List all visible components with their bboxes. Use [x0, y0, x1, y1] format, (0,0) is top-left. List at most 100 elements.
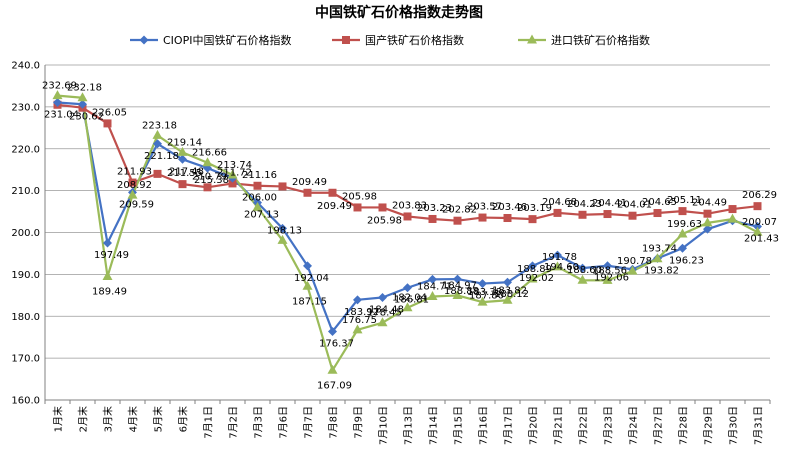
diamond-marker [278, 223, 287, 233]
triangle-marker [302, 280, 313, 290]
data-label: 184.48 [369, 304, 404, 315]
y-tick-label: 240.0 [11, 61, 40, 72]
data-label: 201.43 [744, 234, 779, 245]
diamond-marker [103, 238, 112, 248]
data-label: 200.07 [742, 217, 777, 228]
data-label: 192.02 [519, 273, 554, 284]
square-marker [553, 208, 562, 217]
triangle-marker [277, 234, 288, 244]
data-label: 209.49 [317, 201, 352, 212]
square-marker [128, 178, 137, 187]
data-label: 187.80 [469, 291, 504, 302]
x-tick-label: 7月1日 [203, 406, 215, 439]
data-label: 205.98 [342, 191, 377, 202]
data-label: 188.12 [494, 289, 529, 300]
data-label: 192.06 [594, 273, 629, 284]
data-label: 183.92 [344, 307, 379, 318]
chart-title: 中国铁矿石价格指数走势图 [315, 4, 483, 21]
data-label: 204.41 [592, 198, 627, 209]
x-tick-label: 5月末 [152, 406, 165, 432]
square-marker [203, 183, 212, 192]
diamond-marker [303, 261, 312, 271]
gridlines [45, 64, 770, 401]
data-label: 209.49 [292, 177, 327, 188]
data-label: 217.48 [169, 166, 204, 177]
data-label: 231.04 [44, 110, 79, 121]
x-tick-label: 7月27日 [653, 406, 665, 445]
data-label: 207.13 [244, 210, 279, 221]
y-tick-label: 210.0 [11, 186, 40, 197]
diamond-marker [378, 292, 387, 302]
diamond-marker [578, 263, 587, 273]
y-tick-label: 180.0 [11, 312, 40, 323]
diamond-marker [53, 98, 62, 108]
square-marker [753, 202, 762, 211]
diamond-marker [753, 222, 762, 232]
square-marker [678, 207, 687, 216]
x-tick-label: 7月13日 [403, 406, 415, 445]
legend-item: 国产铁矿石价格指数 [332, 33, 464, 47]
data-label: 188.89 [517, 264, 552, 275]
series-line-2 [57, 94, 759, 372]
x-tick-label: 7月3日 [253, 406, 265, 439]
data-label: 204.23 [567, 199, 602, 210]
series-lines [57, 94, 759, 372]
y-tick-label: 200.0 [11, 228, 40, 239]
square-marker [628, 211, 637, 220]
data-label: 211.16 [242, 170, 277, 181]
triangle-marker [227, 169, 238, 179]
x-tick-label: 7月21日 [553, 406, 565, 445]
triangle-marker [177, 146, 188, 156]
data-label: 230.62 [69, 111, 104, 122]
square-marker [342, 36, 350, 44]
data-label: 191.78 [542, 252, 577, 263]
triangle-marker [527, 273, 538, 283]
x-axis: 1月末 2月末 3月末 4月末 5月末 6月末 7月1日 7月2日 7月3日 7月6日 7月7日 7月… [44, 399, 771, 445]
x-tick-label: 7月16日 [478, 406, 490, 445]
square-marker [453, 216, 462, 225]
y-tick-label: 160.0 [11, 396, 40, 407]
legend-label: CIOPI中国铁矿石价格指数 [163, 33, 291, 47]
data-label: 203.57 [467, 202, 502, 213]
diamond-marker [153, 139, 162, 149]
square-marker [503, 214, 512, 223]
data-label: 211.93 [117, 167, 152, 178]
diamond-marker [178, 154, 187, 164]
triangle-marker [202, 157, 213, 167]
x-tick-label: 2月末 [77, 406, 90, 432]
diamond-marker [403, 283, 412, 293]
data-label: 190.78 [617, 256, 652, 267]
data-label: 193.82 [644, 265, 679, 276]
data-label: 197.49 [94, 250, 129, 261]
square-marker [728, 205, 737, 214]
data-label: 232.69 [42, 81, 77, 92]
x-tick-label: 7月28日 [678, 406, 690, 445]
data-label: 198.13 [267, 225, 302, 236]
triangle-marker [502, 294, 513, 304]
triangle-marker [402, 302, 413, 312]
diamond-marker [453, 274, 462, 284]
diamond-marker [78, 99, 87, 109]
x-tick-label: 7月20日 [528, 406, 540, 445]
x-tick-label: 7月9日 [353, 406, 365, 439]
triangle-marker [627, 265, 638, 275]
data-label: 204.01 [617, 200, 652, 211]
data-label: 202.82 [442, 205, 477, 216]
data-label: 211.55 [167, 168, 202, 179]
data-label: 203.46 [492, 202, 527, 213]
data-label: 184.97 [442, 280, 477, 291]
diamond-marker [328, 326, 337, 336]
square-marker [578, 210, 587, 219]
data-label: 167.09 [317, 380, 352, 391]
x-tick-label: 1月末 [52, 406, 65, 432]
x-tick-label: 3月末 [102, 406, 115, 432]
triangle-marker [127, 189, 138, 199]
legend-item: 进口铁矿石价格指数 [518, 33, 650, 47]
diamond-marker [678, 243, 687, 253]
x-tick-label: 7月15日 [453, 406, 465, 445]
data-label: 211.72 [217, 167, 252, 178]
square-marker [303, 188, 312, 197]
x-tick-label: 7月22日 [578, 406, 590, 445]
triangle-marker [652, 253, 663, 263]
data-label: 192.04 [294, 273, 329, 284]
